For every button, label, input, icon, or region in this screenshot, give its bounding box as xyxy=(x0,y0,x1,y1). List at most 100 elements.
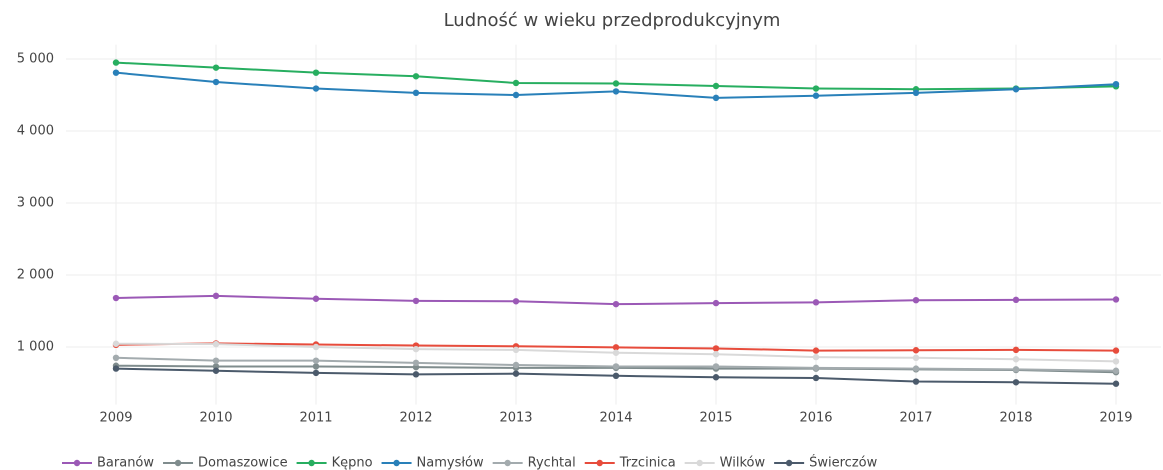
data-point xyxy=(812,364,820,372)
data-point xyxy=(812,353,820,361)
x-tick-label: 2010 xyxy=(199,411,232,426)
y-tick-label: 5 000 xyxy=(17,52,54,67)
legend-swatch-dot xyxy=(596,459,603,467)
x-tick-label: 2016 xyxy=(799,411,832,426)
data-point xyxy=(1012,346,1020,354)
data-point xyxy=(1012,366,1020,373)
x-tick-label: 2017 xyxy=(899,411,932,426)
data-point xyxy=(312,369,320,377)
data-point xyxy=(812,374,820,382)
data-point xyxy=(912,347,920,354)
y-tick-label: 3 000 xyxy=(17,196,54,211)
legend-label: Baranów xyxy=(97,456,154,470)
data-point xyxy=(512,79,520,87)
data-point xyxy=(212,340,220,348)
data-point xyxy=(1012,86,1020,93)
legend-label: Trzcinica xyxy=(619,456,676,470)
data-point xyxy=(812,347,820,354)
data-point xyxy=(1112,380,1120,387)
data-point xyxy=(712,94,720,102)
legend-label: Wilków xyxy=(720,456,766,470)
data-point xyxy=(412,297,420,305)
data-point xyxy=(512,346,520,354)
data-point xyxy=(912,354,920,361)
data-point xyxy=(512,361,520,369)
legend-swatch-dot xyxy=(73,459,81,467)
data-point xyxy=(112,59,120,66)
data-point xyxy=(712,374,720,381)
y-tick-label: 4 000 xyxy=(17,124,54,139)
data-point xyxy=(212,292,220,300)
data-point xyxy=(412,73,420,80)
legend-label: Namysłów xyxy=(417,456,484,470)
data-point xyxy=(212,78,220,86)
data-point xyxy=(112,294,120,302)
data-point xyxy=(1012,356,1020,363)
chart-title: Ludność w wieku przedprodukcyjnym xyxy=(444,10,781,31)
x-tick-label: 2018 xyxy=(999,411,1032,426)
data-point xyxy=(112,340,120,347)
data-point xyxy=(912,365,920,372)
data-point xyxy=(1112,347,1120,354)
data-point xyxy=(612,349,620,356)
data-point xyxy=(912,297,920,304)
data-point xyxy=(712,299,720,307)
legend-label: Domaszowice xyxy=(198,456,288,470)
data-point xyxy=(1112,81,1120,88)
data-point xyxy=(312,295,320,302)
data-point xyxy=(112,365,120,372)
data-point xyxy=(812,85,820,92)
data-point xyxy=(112,354,120,361)
x-tick-label: 2012 xyxy=(399,411,432,426)
legend-swatch-dot xyxy=(696,459,703,467)
legend-swatch-dot xyxy=(785,459,793,467)
data-point xyxy=(512,298,520,305)
data-point xyxy=(312,357,320,364)
y-tick-label: 1 000 xyxy=(17,340,54,355)
legend-label: Rychtal xyxy=(528,456,576,470)
y-tick-label: 2 000 xyxy=(17,268,54,283)
data-point xyxy=(1112,367,1120,374)
data-point xyxy=(1012,296,1020,304)
x-tick-label: 2011 xyxy=(299,411,332,426)
data-point xyxy=(312,363,320,370)
data-point xyxy=(612,88,620,95)
data-point xyxy=(612,363,620,370)
data-point xyxy=(912,89,920,97)
data-point xyxy=(412,359,420,367)
x-tick-label: 2013 xyxy=(499,411,532,426)
legend-swatch-dot xyxy=(174,459,182,467)
data-point xyxy=(612,344,620,351)
data-point xyxy=(312,85,320,92)
data-point xyxy=(1012,379,1020,386)
x-tick-label: 2015 xyxy=(699,411,732,426)
legend-swatch-dot xyxy=(308,459,315,467)
x-tick-label: 2019 xyxy=(1099,411,1132,426)
data-point xyxy=(312,343,320,351)
data-point xyxy=(212,367,220,374)
data-point xyxy=(712,363,720,370)
data-point xyxy=(1112,296,1120,303)
data-point xyxy=(612,300,620,308)
data-point xyxy=(612,80,620,87)
data-point xyxy=(412,371,420,378)
data-point xyxy=(412,345,420,353)
x-tick-label: 2009 xyxy=(99,411,132,426)
legend-swatch-dot xyxy=(393,459,400,467)
data-point xyxy=(212,357,220,364)
legend-label: Kępno xyxy=(332,456,373,470)
data-point xyxy=(812,92,820,99)
data-point xyxy=(512,370,520,377)
data-point xyxy=(512,91,520,99)
data-point xyxy=(712,82,720,90)
x-tick-label: 2014 xyxy=(599,411,632,426)
data-point xyxy=(412,89,420,97)
legend-swatch-dot xyxy=(504,459,511,467)
data-point xyxy=(1112,358,1120,365)
data-point xyxy=(612,372,620,379)
data-point xyxy=(712,345,720,352)
legend-label: Świerczów xyxy=(809,455,877,470)
data-point xyxy=(212,64,220,71)
data-point xyxy=(912,378,920,385)
